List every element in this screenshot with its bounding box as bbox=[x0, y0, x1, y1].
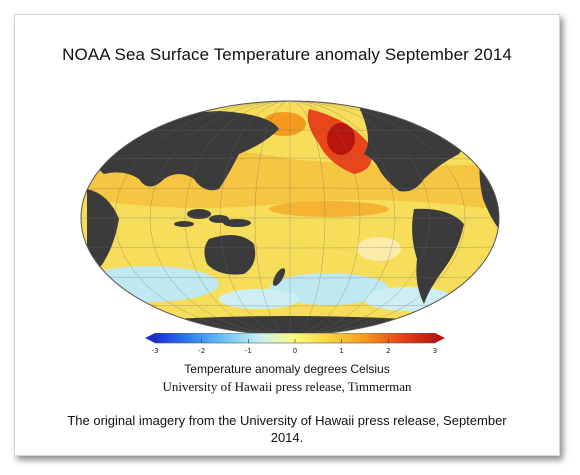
south-america-landmass bbox=[412, 208, 464, 304]
cool-patch-south-pacific bbox=[269, 273, 389, 305]
figure-frame: NOAA Sea Surface Temperature anomaly Sep… bbox=[14, 14, 560, 456]
graticule bbox=[81, 101, 499, 335]
colorbar-tick-label: -2 bbox=[198, 347, 205, 355]
north-pacific-peak bbox=[327, 123, 355, 155]
africa-landmass bbox=[87, 189, 119, 269]
colorbar-tick-label: 2 bbox=[386, 347, 390, 355]
australia-landmass bbox=[204, 235, 256, 275]
colorbar: -3 -2 -1 0 1 2 3 bbox=[145, 333, 445, 355]
equatorial-warm-band bbox=[269, 201, 389, 217]
pale-patch-east-pacific bbox=[357, 237, 401, 261]
colorbar-max-arrow bbox=[435, 333, 445, 343]
colorbar-tick-label: 0 bbox=[293, 347, 297, 355]
cool-patch-indian bbox=[81, 266, 219, 302]
new-guinea-island bbox=[223, 219, 251, 227]
colorbar-tick-label: -3 bbox=[152, 347, 159, 355]
map-title: NOAA Sea Surface Temperature anomaly Sep… bbox=[62, 45, 512, 64]
colorbar-tick-label: -1 bbox=[245, 347, 252, 355]
borneo-island bbox=[187, 209, 211, 219]
colorbar-tick-label: 3 bbox=[433, 347, 437, 355]
colorbar-label: Temperature anomaly degrees Celsius bbox=[184, 362, 390, 376]
sst-anomaly-map bbox=[80, 100, 500, 336]
java-island bbox=[174, 221, 194, 227]
cool-patch-tasman bbox=[219, 289, 299, 309]
new-zealand-island bbox=[272, 268, 286, 286]
sulawesi-island bbox=[209, 215, 229, 223]
colorbar-tick-label: 1 bbox=[339, 347, 343, 355]
image-credit: University of Hawaii press release, Timm… bbox=[162, 379, 412, 394]
greenland-landmass bbox=[439, 102, 475, 120]
colorbar-min-arrow bbox=[145, 333, 155, 343]
figure-caption: The original imagery from the University… bbox=[67, 413, 507, 445]
